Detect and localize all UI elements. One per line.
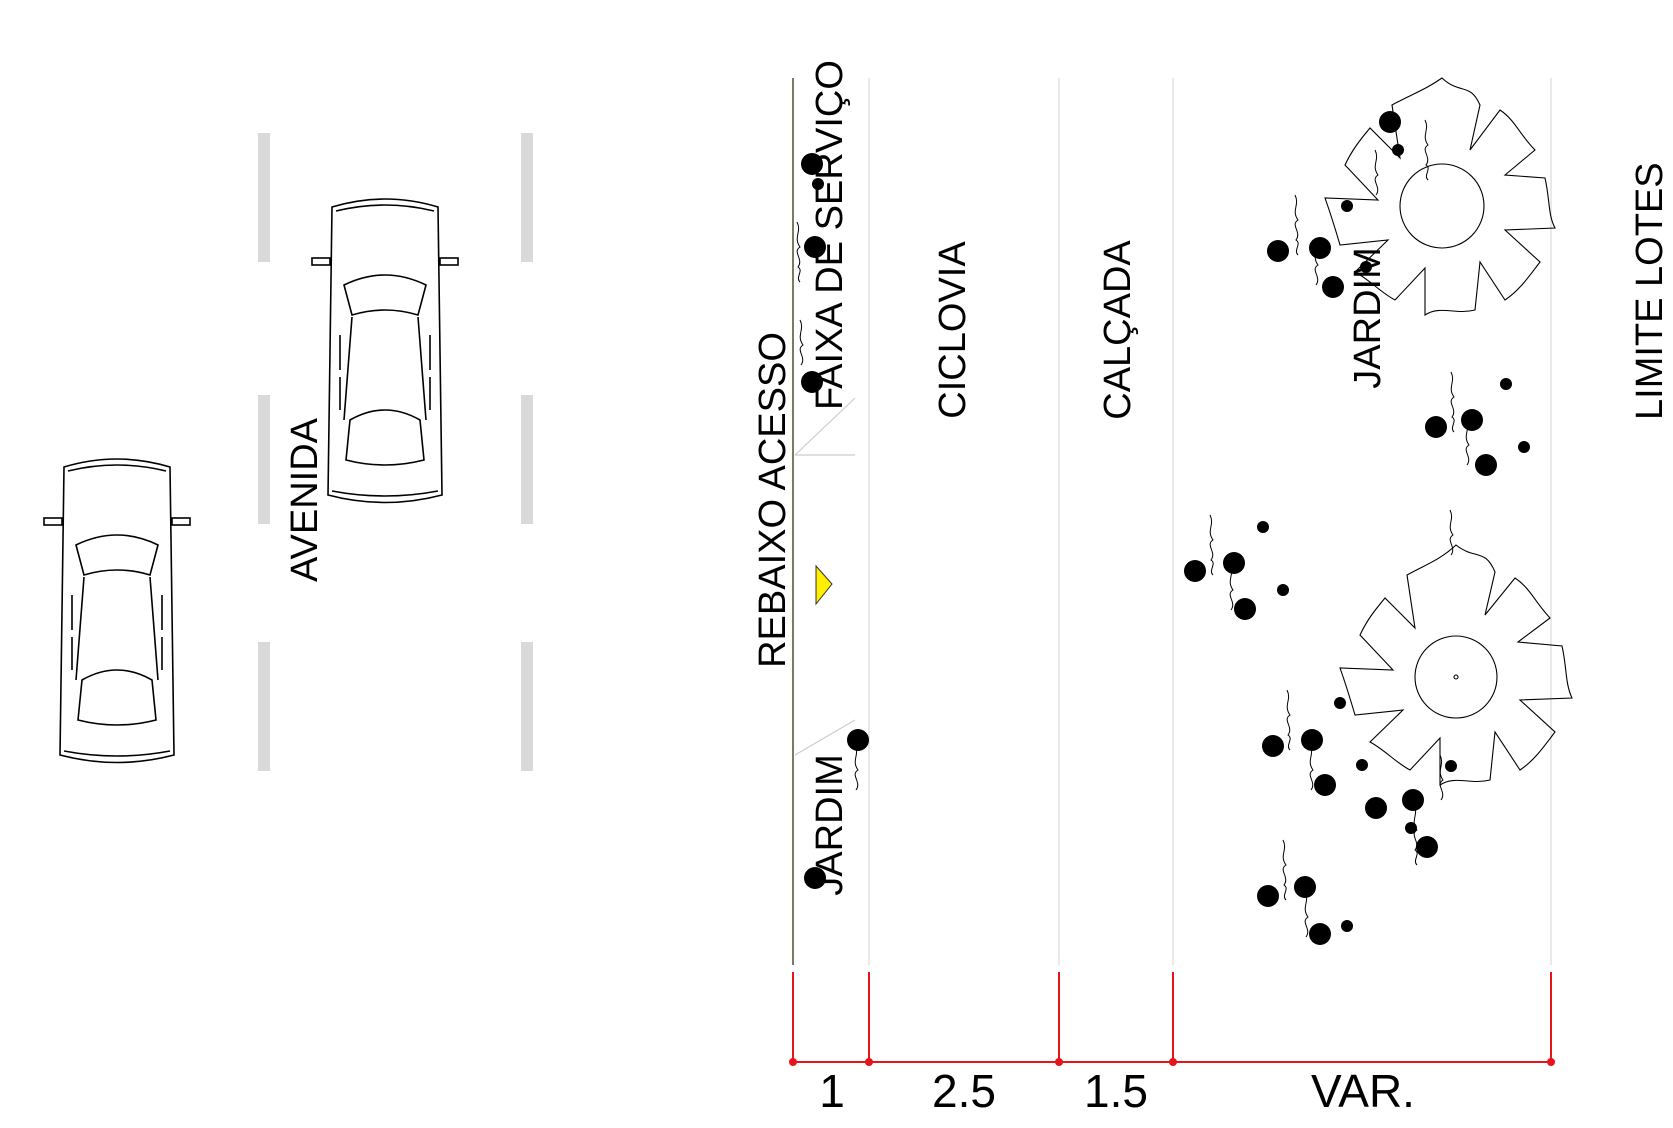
dimension-line: [789, 972, 1555, 1066]
dimension-value: 1.5: [1084, 1065, 1148, 1117]
label-ciclovia: CICLOVIA: [932, 241, 974, 419]
car-icon: [44, 459, 190, 763]
dimension-value: 1: [819, 1065, 845, 1117]
zone-dividers: [793, 78, 1551, 965]
dimension-value: VAR.: [1311, 1065, 1415, 1117]
label-jardim-large: JARDIM: [1347, 247, 1389, 388]
shrub-icon: [801, 111, 1530, 945]
label-limite-lotes: LIMITE LOTES: [1629, 162, 1671, 420]
large-tree-icon: [1340, 545, 1572, 785]
label-jardim-small: JARDIM: [809, 754, 851, 895]
label-avenida: AVENIDA: [284, 417, 326, 582]
car-icon: [312, 199, 458, 503]
ramp-marker-icon: [816, 566, 832, 604]
label-calcada: CALÇADA: [1097, 240, 1139, 420]
label-rebaixo-acesso: REBAIXO ACESSO: [752, 332, 794, 668]
label-faixa-servico: FAIXA DE SERVIÇO: [809, 60, 851, 410]
dimension-value: 2.5: [932, 1065, 996, 1117]
